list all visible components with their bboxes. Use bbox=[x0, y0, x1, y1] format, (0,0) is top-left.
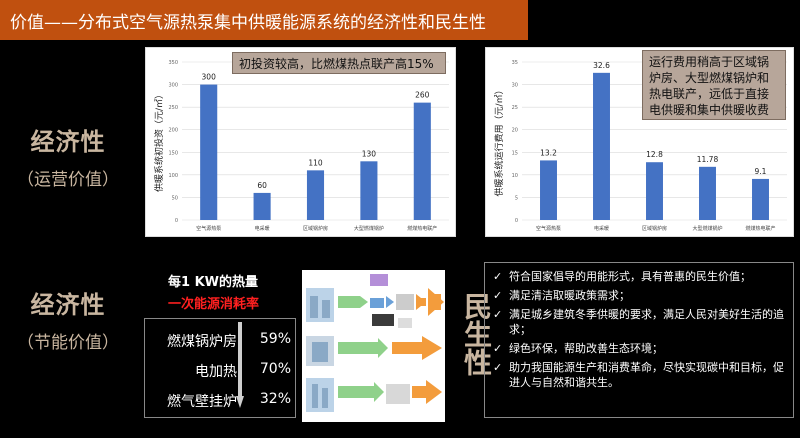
label-economic-energy-sub: （节能价值） bbox=[17, 333, 119, 353]
y-tick-label: 250 bbox=[168, 105, 178, 111]
x-tick-label: 大型燃煤锅炉 bbox=[692, 225, 722, 232]
y-tick-label: 20 bbox=[512, 128, 518, 134]
operation-chart-svg: 0 5 10 15 20 25 30 35 供暖系统运行费用（元/㎡） 13.2 空气源热泵 32.6… bbox=[493, 60, 787, 232]
energy-heading: 每1 KW的热量 bbox=[168, 275, 258, 290]
energy-row: 燃煤锅炉房 59% bbox=[145, 331, 295, 351]
bar-value-label: 110 bbox=[308, 158, 323, 167]
bar-value-label: 260 bbox=[415, 91, 430, 100]
list-item-text: 满足城乡建筑冬季供暖的要求，满足人民对美好生活的追求； bbox=[509, 308, 784, 336]
y-tick-label: 350 bbox=[168, 60, 178, 66]
bar bbox=[646, 162, 663, 220]
x-tick-label: 燃煤热电联产 bbox=[745, 225, 775, 232]
y-axis-label: 供暖系统初投资（元/㎡） bbox=[153, 90, 165, 192]
operation-callout-text: 运行费用稍高于区域锅炉房、大型燃煤锅炉和热电联产，远低于直接电供暖和集中供暖收费 bbox=[649, 55, 770, 117]
system-diagram-illustration bbox=[306, 274, 444, 412]
list-item-text: 满足清洁取暖政策需求； bbox=[509, 289, 630, 302]
bar bbox=[253, 192, 271, 220]
label-economic-operation: 经济性 （运营价值） bbox=[8, 122, 128, 190]
check-icon: ✓ bbox=[493, 361, 503, 374]
y-tick-label: 0 bbox=[515, 218, 518, 224]
energy-table: 燃煤锅炉房 59% 电加热 70% 燃气壁挂炉 32% bbox=[144, 318, 296, 418]
title-bar: 价值——分布式空气源热泵集中供暖能源系统的经济性和民生性 bbox=[0, 0, 528, 40]
y-tick-label: 30 bbox=[512, 83, 518, 89]
down-arrow-icon bbox=[236, 322, 244, 408]
livelihood-list: ✓ 符合国家倡导的用能形式，具有普惠的民生价值； ✓ 满足清洁取暖政策需求； ✓… bbox=[484, 262, 794, 418]
check-icon: ✓ bbox=[493, 270, 503, 283]
list-item-text: 助力我国能源生产和消费革命，尽快实现碳中和目标，促进人与自然和谐共生。 bbox=[509, 361, 784, 389]
heating-system-diagram bbox=[302, 270, 445, 422]
label-economic-operation-main: 经济性 bbox=[30, 128, 106, 156]
investment-chart: 0 50 100 150 200 250 300 350 供暖系统初投资（元/㎡） 300 空气源热… bbox=[145, 47, 456, 237]
x-tick-label: 电采暖 bbox=[594, 225, 609, 232]
label-economic-energy: 经济性 （节能价值） bbox=[8, 285, 128, 353]
y-tick-label: 10 bbox=[512, 173, 518, 179]
y-tick-label: 25 bbox=[512, 105, 518, 111]
bar-value-label: 130 bbox=[362, 149, 377, 158]
energy-row-label: 电加热 bbox=[195, 364, 237, 380]
investment-callout: 初投资较高，比燃煤热点联产高15% bbox=[232, 52, 446, 74]
energy-row-value: 59% bbox=[259, 331, 291, 347]
bar bbox=[699, 166, 716, 220]
energy-row: 燃气壁挂炉 32% bbox=[145, 391, 295, 411]
x-tick-label: 电采暖 bbox=[255, 225, 270, 232]
x-tick-label: 大型燃煤锅炉 bbox=[354, 225, 384, 232]
x-tick-label: 燃煤热电联产 bbox=[407, 225, 437, 232]
bar-value-label: 300 bbox=[202, 73, 217, 82]
y-tick-label: 15 bbox=[512, 150, 518, 156]
list-item-text: 符合国家倡导的用能形式，具有普惠的民生价值； bbox=[509, 270, 751, 283]
y-tick-label: 35 bbox=[512, 60, 518, 66]
bar bbox=[306, 170, 325, 220]
energy-subheading: 一次能源消耗率 bbox=[168, 297, 260, 312]
label-economic-operation-sub: （运营价值） bbox=[17, 170, 119, 190]
x-tick-label: 空气源热泵 bbox=[196, 225, 221, 232]
check-icon: ✓ bbox=[493, 308, 503, 321]
list-item: ✓ 助力我国能源生产和消费革命，尽快实现碳中和目标，促进人与自然和谐共生。 bbox=[493, 360, 785, 390]
x-tick-label: 区域锅炉房 bbox=[303, 225, 328, 232]
check-icon: ✓ bbox=[493, 289, 503, 302]
energy-row-label: 燃气壁挂炉 bbox=[167, 394, 237, 410]
check-icon: ✓ bbox=[493, 342, 503, 355]
y-axis-label: 供暖系统运行费用（元/㎡） bbox=[493, 85, 505, 196]
page-title: 价值——分布式空气源热泵集中供暖能源系统的经济性和民生性 bbox=[10, 12, 486, 33]
y-tick-label: 150 bbox=[168, 150, 178, 156]
bar bbox=[752, 178, 769, 220]
bar bbox=[593, 72, 610, 220]
bar-value-label: 13.2 bbox=[540, 148, 557, 157]
list-item: ✓ 绿色环保，帮助改善生态环境； bbox=[493, 341, 785, 356]
energy-row: 电加热 70% bbox=[145, 361, 295, 381]
energy-row-value: 32% bbox=[259, 391, 291, 407]
investment-chart-svg: 050100150200250300350供暖系统初投资（元/㎡）300空气源热… bbox=[153, 60, 449, 232]
bar bbox=[413, 102, 431, 220]
y-tick-label: 50 bbox=[172, 195, 178, 201]
bar-value-label: 11.78 bbox=[697, 155, 719, 164]
y-tick-label: 5 bbox=[515, 195, 518, 201]
x-tick-label: 区域锅炉房 bbox=[642, 225, 667, 232]
y-tick-label: 0 bbox=[175, 218, 178, 224]
energy-row-value: 70% bbox=[259, 361, 291, 377]
list-item: ✓ 符合国家倡导的用能形式，具有普惠的民生价值； bbox=[493, 269, 785, 284]
list-item: ✓ 满足城乡建筑冬季供暖的要求，满足人民对美好生活的追求； bbox=[493, 307, 785, 337]
label-economic-energy-main: 经济性 bbox=[30, 291, 106, 319]
y-tick-label: 300 bbox=[168, 83, 178, 89]
bar-value-label: 60 bbox=[257, 181, 267, 190]
energy-row-label: 燃煤锅炉房 bbox=[167, 334, 237, 350]
bar-value-label: 32.6 bbox=[593, 61, 610, 70]
bar-value-label: 9.1 bbox=[755, 167, 767, 176]
bar bbox=[540, 160, 557, 220]
bar bbox=[200, 84, 218, 220]
operation-callout: 运行费用稍高于区域锅炉房、大型燃煤锅炉和热电联产，远低于直接电供暖和集中供暖收费 bbox=[642, 50, 786, 120]
investment-callout-text: 初投资较高，比燃煤热点联产高15% bbox=[239, 57, 434, 71]
y-tick-label: 100 bbox=[168, 173, 178, 179]
list-item: ✓ 满足清洁取暖政策需求； bbox=[493, 288, 785, 303]
y-tick-label: 200 bbox=[168, 128, 178, 134]
bar bbox=[360, 161, 378, 220]
livelihood-title: 民生性 bbox=[460, 292, 493, 376]
bar-value-label: 12.8 bbox=[646, 150, 663, 159]
list-item-text: 绿色环保，帮助改善生态环境； bbox=[509, 342, 663, 355]
x-tick-label: 空气源热泵 bbox=[536, 225, 561, 232]
